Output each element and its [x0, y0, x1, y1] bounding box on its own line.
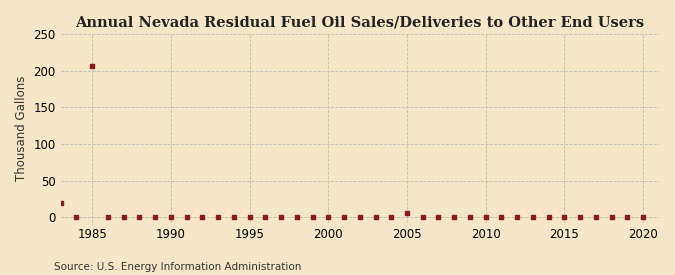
Point [433, 215, 444, 219]
Point [213, 215, 223, 219]
Point [228, 215, 239, 219]
Point [339, 215, 350, 219]
Point [496, 215, 507, 219]
Point [512, 215, 522, 219]
Point [55, 201, 66, 205]
Point [275, 215, 286, 219]
Point [386, 215, 397, 219]
Point [638, 215, 649, 219]
Point [622, 215, 632, 219]
Point [150, 215, 161, 219]
Point [591, 215, 601, 219]
Y-axis label: Thousand Gallons: Thousand Gallons [15, 76, 28, 181]
Point [481, 215, 491, 219]
Point [71, 215, 82, 219]
Point [606, 215, 617, 219]
Point [197, 215, 208, 219]
Point [543, 215, 554, 219]
Point [323, 215, 333, 219]
Point [449, 215, 460, 219]
Title: Annual Nevada Residual Fuel Oil Sales/Deliveries to Other End Users: Annual Nevada Residual Fuel Oil Sales/De… [75, 15, 645, 29]
Point [260, 215, 271, 219]
Point [87, 64, 98, 68]
Point [118, 215, 129, 219]
Point [307, 215, 318, 219]
Point [244, 215, 255, 219]
Point [464, 215, 475, 219]
Point [354, 215, 365, 219]
Point [165, 215, 176, 219]
Point [181, 215, 192, 219]
Point [103, 215, 113, 219]
Text: Source: U.S. Energy Information Administration: Source: U.S. Energy Information Administ… [54, 262, 301, 272]
Point [292, 215, 302, 219]
Point [575, 215, 586, 219]
Point [370, 215, 381, 219]
Point [134, 215, 144, 219]
Point [559, 215, 570, 219]
Point [528, 215, 539, 219]
Point [402, 211, 412, 216]
Point [417, 215, 428, 219]
